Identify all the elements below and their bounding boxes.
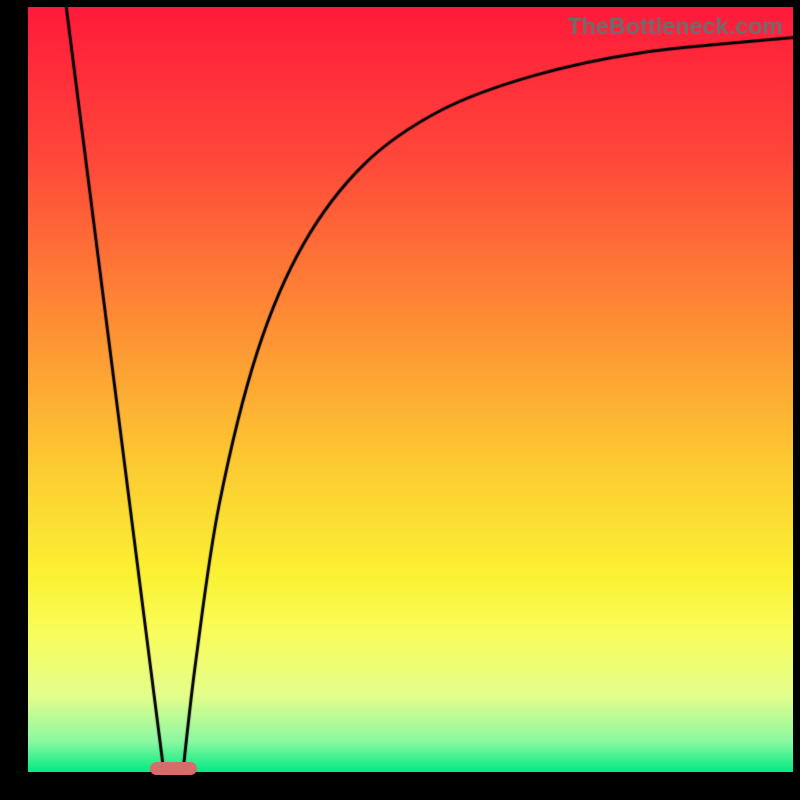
plot-area: TheBottleneck.com xyxy=(28,7,793,772)
chart-container: TheBottleneck.com xyxy=(0,0,800,800)
bottleneck-curve xyxy=(28,7,793,772)
bottleneck-marker xyxy=(150,762,197,775)
watermark-text: TheBottleneck.com xyxy=(567,13,783,40)
